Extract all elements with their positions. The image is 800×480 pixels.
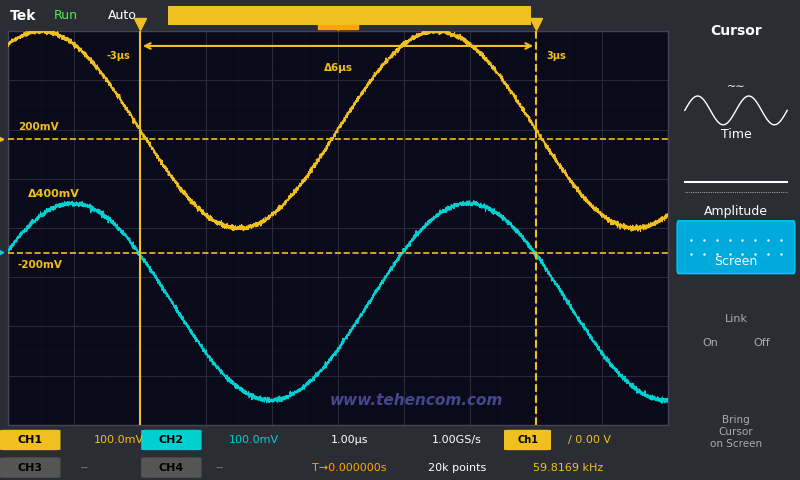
- Text: Cursor: Cursor: [710, 24, 762, 38]
- Text: -3μs: -3μs: [106, 51, 130, 61]
- Text: T→0.000000s: T→0.000000s: [312, 463, 386, 473]
- Text: Amplitude: Amplitude: [704, 204, 768, 218]
- Text: Δ6μs: Δ6μs: [323, 63, 353, 73]
- Text: 100.0mV: 100.0mV: [94, 435, 144, 445]
- Text: Ch1: Ch1: [517, 435, 538, 445]
- Text: 3μs: 3μs: [546, 51, 566, 61]
- Text: Time: Time: [721, 128, 751, 141]
- Text: 59.8169 kHz: 59.8169 kHz: [533, 463, 603, 473]
- Text: Off: Off: [754, 337, 770, 348]
- FancyBboxPatch shape: [677, 221, 795, 274]
- Text: Run: Run: [54, 9, 78, 22]
- Text: Δ400mV: Δ400mV: [28, 189, 80, 199]
- Text: 20k points: 20k points: [428, 463, 486, 473]
- FancyBboxPatch shape: [504, 430, 551, 450]
- FancyBboxPatch shape: [141, 457, 202, 478]
- Text: 1.00μs: 1.00μs: [330, 435, 368, 445]
- Text: ~∼: ~∼: [726, 82, 746, 91]
- Bar: [318, 16, 358, 29]
- Text: / 0.00 V: / 0.00 V: [568, 435, 611, 445]
- Text: CH2: CH2: [158, 435, 184, 445]
- FancyBboxPatch shape: [0, 457, 61, 478]
- Text: Link: Link: [725, 313, 747, 324]
- Text: 1.00GS/s: 1.00GS/s: [432, 435, 482, 445]
- Text: Auto: Auto: [107, 9, 136, 22]
- Text: -200mV: -200mV: [18, 260, 62, 270]
- Text: CH3: CH3: [18, 463, 42, 473]
- Text: CH1: CH1: [18, 435, 43, 445]
- Text: Bring
Cursor
on Screen: Bring Cursor on Screen: [710, 415, 762, 449]
- Bar: [168, 6, 531, 25]
- FancyBboxPatch shape: [0, 430, 61, 450]
- Text: --: --: [81, 463, 89, 473]
- FancyBboxPatch shape: [141, 430, 202, 450]
- Text: Screen: Screen: [714, 255, 758, 268]
- Text: 100.0mV: 100.0mV: [229, 435, 278, 445]
- Text: On: On: [702, 337, 718, 348]
- Text: 200mV: 200mV: [18, 122, 58, 132]
- Text: CH4: CH4: [158, 463, 184, 473]
- Text: www.tehencom.com: www.tehencom.com: [330, 393, 503, 408]
- Text: Tek: Tek: [10, 9, 37, 23]
- Text: --: --: [215, 463, 223, 473]
